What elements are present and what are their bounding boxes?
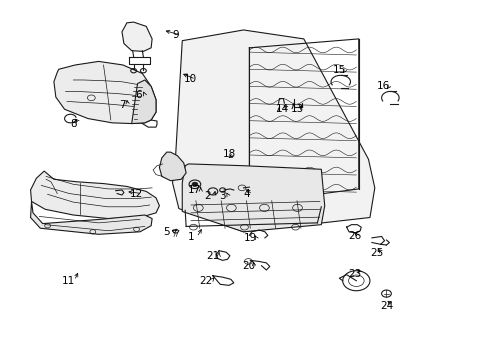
Text: 15: 15 (332, 65, 345, 75)
Circle shape (192, 182, 198, 186)
Text: 10: 10 (183, 74, 196, 84)
Text: 16: 16 (376, 81, 389, 91)
Polygon shape (30, 202, 152, 234)
Text: 7: 7 (119, 100, 125, 110)
Polygon shape (172, 30, 374, 232)
Text: 8: 8 (70, 118, 77, 129)
Text: 9: 9 (172, 30, 179, 40)
Polygon shape (182, 164, 324, 232)
Text: 26: 26 (348, 231, 361, 242)
Text: 13: 13 (290, 104, 303, 114)
Polygon shape (54, 62, 156, 123)
Polygon shape (131, 80, 156, 123)
Text: 6: 6 (135, 90, 142, 100)
Text: 18: 18 (222, 149, 235, 159)
Text: 21: 21 (206, 251, 219, 261)
Text: 4: 4 (243, 189, 250, 199)
Text: 1: 1 (187, 232, 194, 242)
Text: 23: 23 (348, 269, 361, 279)
Text: 12: 12 (130, 189, 143, 199)
Text: 2: 2 (204, 191, 211, 201)
Polygon shape (30, 171, 159, 219)
Text: 17: 17 (188, 185, 201, 195)
Text: 24: 24 (379, 301, 392, 311)
Text: 20: 20 (242, 261, 254, 271)
Polygon shape (122, 22, 152, 51)
Text: 22: 22 (199, 276, 212, 286)
Text: 3: 3 (219, 191, 225, 201)
Polygon shape (159, 152, 186, 181)
Text: 14: 14 (275, 104, 288, 114)
Text: 5: 5 (163, 227, 170, 237)
Text: 19: 19 (243, 233, 256, 243)
Text: 11: 11 (62, 276, 75, 286)
Text: 25: 25 (369, 248, 383, 258)
